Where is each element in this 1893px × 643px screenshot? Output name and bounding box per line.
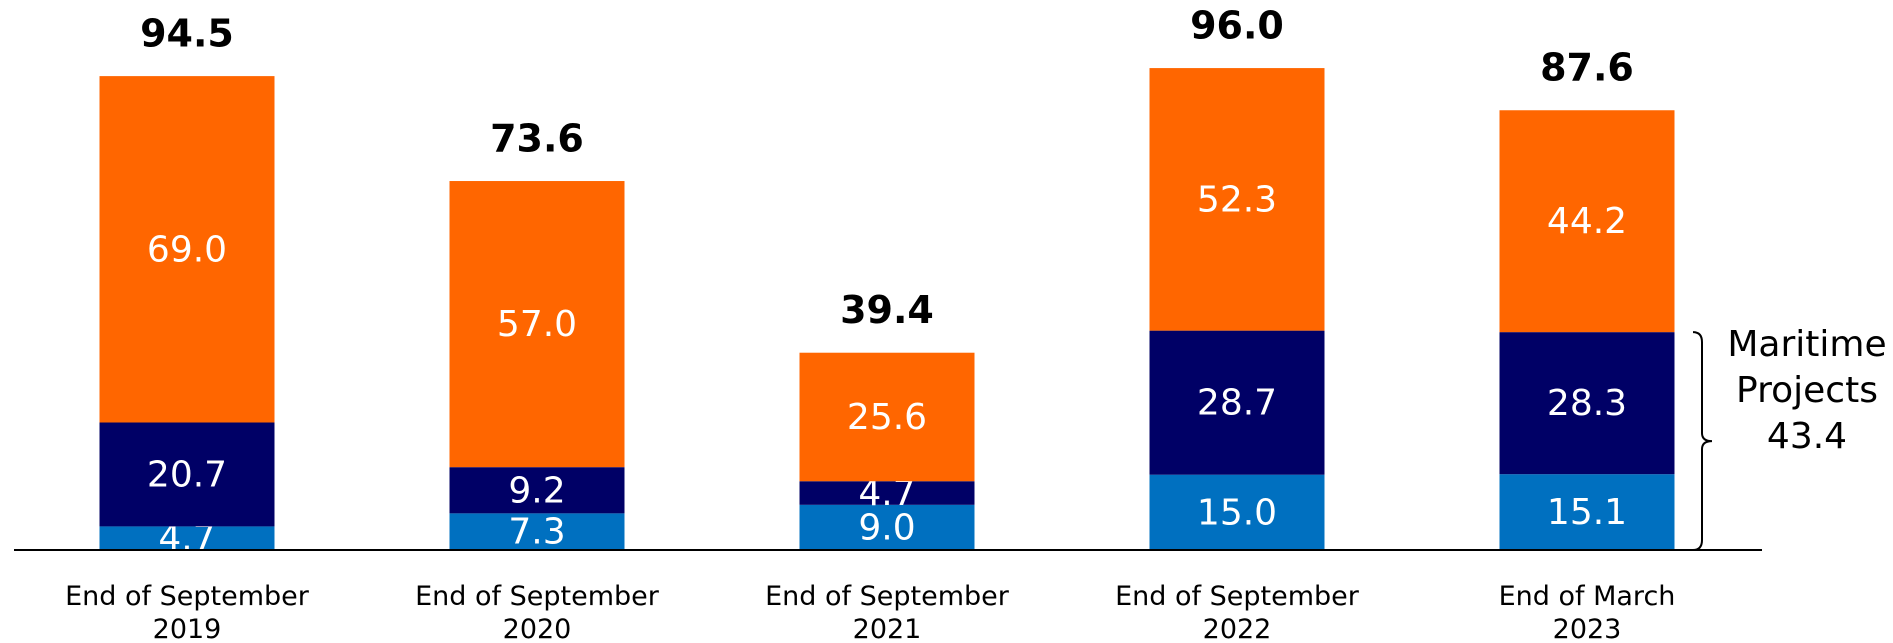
total-label: 39.4 [840,288,934,332]
bar-segment [99,526,275,550]
value-label: 9.0 [858,507,915,548]
value-label: 57.0 [497,304,577,345]
x-tick-label: End of September 2019 [65,581,309,643]
bar-segment [799,504,975,550]
total-label: 87.6 [1540,46,1634,90]
x-tick-label: End of September 2022 [1115,581,1359,643]
bar-segment [1499,332,1675,475]
x-tick-label: End of March 2023 [1498,581,1676,643]
annotation-value: 43.4 [1766,416,1848,457]
bar-segment [1149,68,1325,331]
value-label: 44.2 [1547,201,1627,242]
bar-segment [449,513,625,550]
bar-segment [99,422,275,527]
bracket [1692,331,1713,551]
bar-segment [99,76,275,423]
bar-segment [1499,110,1675,333]
bar-segment [449,181,625,468]
value-label: 15.0 [1197,492,1277,533]
x-tick-label: End of September 2020 [415,581,659,643]
bar-segment [799,352,975,482]
value-label: 7.3 [508,512,565,553]
value-label: 28.3 [1547,383,1627,424]
annotation-label: Maritime Projects [1727,324,1887,411]
bar-segment [1499,474,1675,550]
total-label: 94.5 [140,12,234,56]
x-tick-label: End of September 2021 [765,581,1009,643]
bar-segment [799,481,975,505]
value-label: 25.6 [847,397,927,438]
value-label: 52.3 [1197,179,1277,220]
bar-segment [449,467,625,514]
total-label: 96.0 [1190,4,1284,48]
value-label: 69.0 [147,229,227,270]
bar-segment [1149,330,1325,475]
value-label: 9.2 [508,470,565,511]
value-label: 15.1 [1547,492,1627,533]
total-label: 73.6 [490,117,584,161]
value-label: 28.7 [1197,383,1277,424]
bar-segment [1149,474,1325,550]
value-label: 20.7 [147,454,227,495]
annotation: Maritime Projects 43.4 [1727,322,1887,460]
